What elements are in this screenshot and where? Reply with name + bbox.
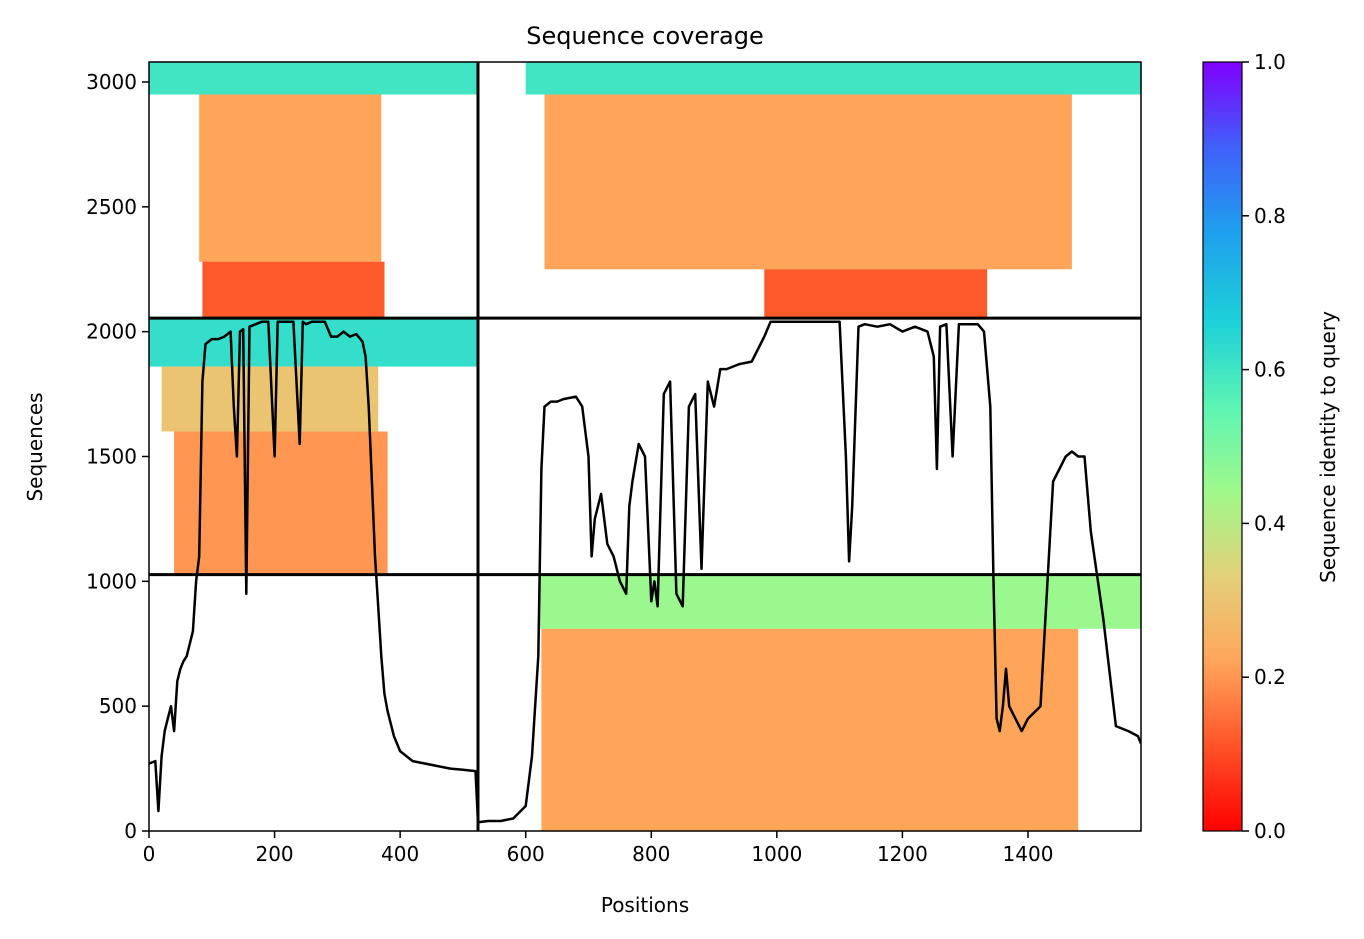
x-tick-label-400: 400 bbox=[381, 842, 419, 866]
x-axis-ticks: 0 200 400 600 800 1000 1200 1400 bbox=[143, 831, 1054, 866]
x-tick-label-600: 600 bbox=[507, 842, 545, 866]
colorbar-tick-label-0.0: 0.0 bbox=[1254, 819, 1286, 843]
x-tick-label-1000: 1000 bbox=[751, 842, 802, 866]
colorbar-tick-label-0.6: 0.6 bbox=[1254, 358, 1286, 382]
coverage-band-0-1 bbox=[199, 94, 382, 262]
colorbar-tick-label-1.0: 1.0 bbox=[1254, 50, 1286, 74]
y-tick-label-2500: 2500 bbox=[86, 195, 137, 219]
coverage-line bbox=[149, 320, 1141, 824]
x-tick-label-0: 0 bbox=[143, 842, 156, 866]
coverage-band-2-2 bbox=[174, 431, 388, 575]
coverage-band-1-0 bbox=[525, 62, 1141, 95]
coverage-band-0-2 bbox=[202, 261, 385, 319]
coverage-band-3-1 bbox=[541, 628, 1079, 831]
x-tick-label-1200: 1200 bbox=[877, 842, 928, 866]
x-axis-label: Positions bbox=[601, 893, 689, 917]
y-tick-label-0: 0 bbox=[124, 819, 137, 843]
coverage-band-1-1 bbox=[544, 94, 1072, 270]
y-tick-label-1000: 1000 bbox=[86, 569, 137, 593]
y-tick-label-3000: 3000 bbox=[86, 70, 137, 94]
y-tick-label-1500: 1500 bbox=[86, 444, 137, 468]
x-tick-label-800: 800 bbox=[632, 842, 670, 866]
coverage-band-2-0 bbox=[149, 318, 478, 367]
plot-frame bbox=[148, 61, 1142, 832]
colorbar-tick-label-0.8: 0.8 bbox=[1254, 204, 1286, 228]
colorbar bbox=[1202, 61, 1243, 832]
colorbar-ticks: 0.0 0.2 0.4 0.6 0.8 1.0 bbox=[1242, 50, 1286, 843]
coverage-heatmap bbox=[149, 62, 1141, 831]
x-tick-label-1400: 1400 bbox=[1003, 842, 1054, 866]
colorbar-tick-label-0.2: 0.2 bbox=[1254, 665, 1286, 689]
y-axis-label: Sequences bbox=[23, 392, 47, 501]
colorbar-label: Sequence identity to query bbox=[1316, 311, 1340, 583]
y-tick-label-500: 500 bbox=[99, 694, 137, 718]
coverage-band-0-0 bbox=[149, 62, 478, 95]
coverage-line-group bbox=[149, 320, 1141, 824]
coverage-band-1-2 bbox=[764, 269, 988, 319]
colorbar-tick-label-0.4: 0.4 bbox=[1254, 511, 1286, 535]
y-tick-label-2000: 2000 bbox=[86, 320, 137, 344]
chain-boundaries bbox=[149, 62, 1141, 831]
coverage-band-3-0 bbox=[538, 574, 1141, 629]
chart-title: Sequence coverage bbox=[526, 22, 763, 50]
x-tick-label-200: 200 bbox=[255, 842, 293, 866]
y-axis-ticks: 0 500 1000 1500 2000 2500 3000 bbox=[86, 70, 149, 843]
